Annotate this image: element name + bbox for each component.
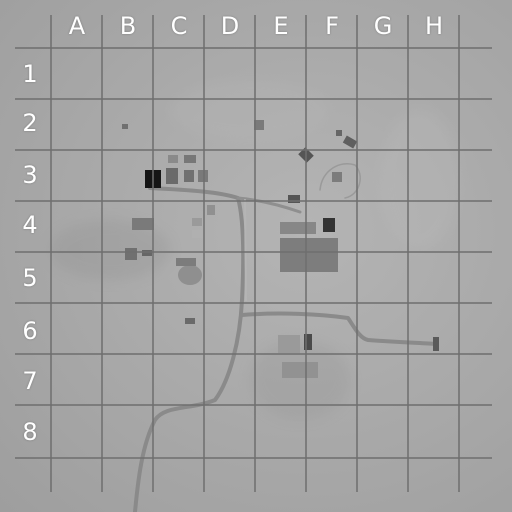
structures <box>122 120 439 378</box>
grid-column-label: C <box>170 12 188 40</box>
grid-column-label: D <box>220 12 240 40</box>
grid-column-label: B <box>119 12 137 40</box>
compound-e4-e5 <box>280 195 338 272</box>
grid-column-label: A <box>68 12 86 40</box>
terrain-shading <box>50 80 460 420</box>
grid-row-label: 4 <box>22 211 38 239</box>
grid-row-label: 1 <box>22 60 38 88</box>
grid-row-label: 2 <box>22 109 38 137</box>
grid-row-label: 6 <box>22 317 38 345</box>
grid-row-label: 7 <box>22 367 38 395</box>
main-road <box>133 186 246 512</box>
compound-e6-e7 <box>278 334 439 378</box>
north-track <box>244 199 247 301</box>
grid-lines <box>15 15 492 492</box>
grid-row-label: 3 <box>22 161 38 189</box>
main-road-spur <box>236 196 302 214</box>
grid-column-label: E <box>273 12 289 40</box>
grid-column-label: G <box>373 12 393 40</box>
compound-c3 <box>125 155 215 324</box>
east-road <box>240 311 438 346</box>
roads <box>133 163 438 512</box>
grid-column-label: H <box>424 12 444 40</box>
grid-column-label: F <box>325 12 339 40</box>
grid-row-label: 8 <box>22 418 38 446</box>
loop-track <box>319 163 361 199</box>
grid-row-label: 5 <box>22 264 38 292</box>
